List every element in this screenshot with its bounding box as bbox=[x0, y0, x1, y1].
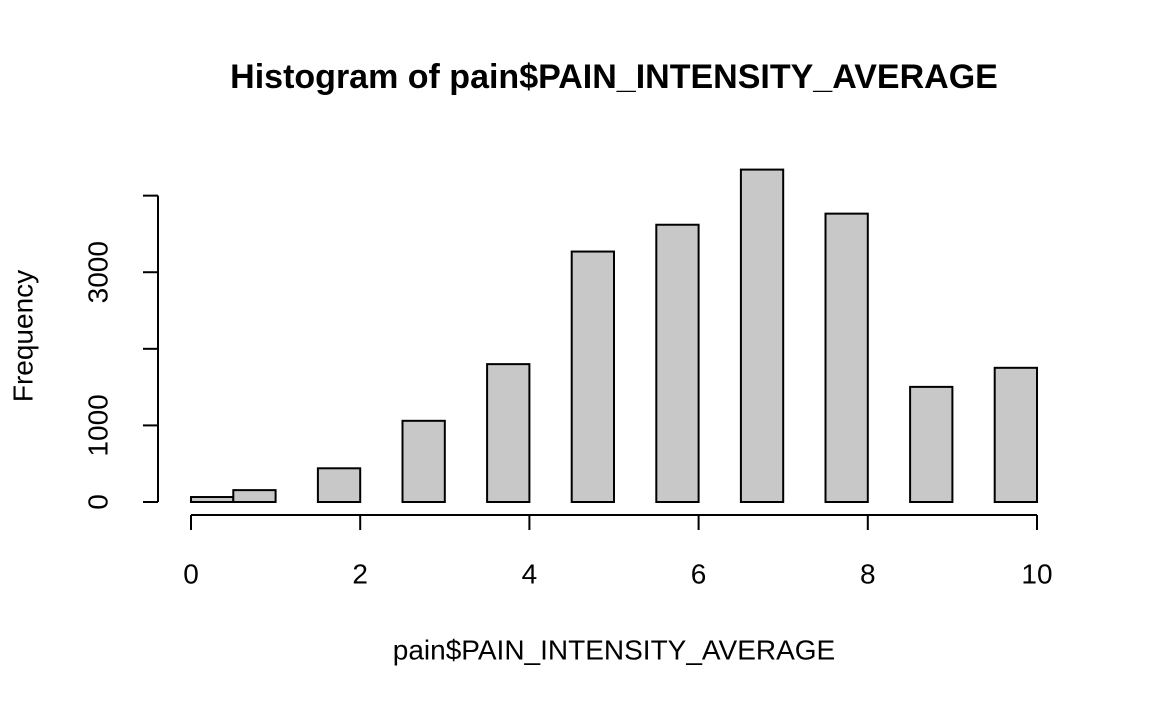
x-tick-label: 6 bbox=[691, 558, 707, 589]
bar bbox=[824, 212, 869, 503]
bar bbox=[486, 363, 531, 503]
bar bbox=[993, 366, 1039, 503]
y-axis-label: Frequency bbox=[7, 270, 38, 402]
bar bbox=[570, 250, 616, 503]
y-tick-label: 0 bbox=[82, 494, 113, 510]
x-tick-label: 4 bbox=[522, 558, 538, 589]
bar bbox=[739, 168, 785, 503]
x-tick-label: 2 bbox=[352, 558, 368, 589]
bar bbox=[190, 496, 235, 503]
x-tick-label: 0 bbox=[183, 558, 199, 589]
bar bbox=[655, 223, 700, 503]
chart-title: Histogram of pain$PAIN_INTENSITY_AVERAGE bbox=[230, 58, 998, 96]
x-axis-label: pain$PAIN_INTENSITY_AVERAGE bbox=[393, 634, 835, 665]
bar bbox=[401, 419, 446, 503]
y-tick-label: 1000 bbox=[82, 394, 113, 456]
x-tick-label: 8 bbox=[860, 558, 876, 589]
y-tick-label: 3000 bbox=[82, 241, 113, 303]
bar bbox=[232, 489, 277, 504]
bar bbox=[316, 467, 362, 503]
bar bbox=[909, 385, 954, 503]
x-tick-label: 10 bbox=[1021, 558, 1052, 589]
